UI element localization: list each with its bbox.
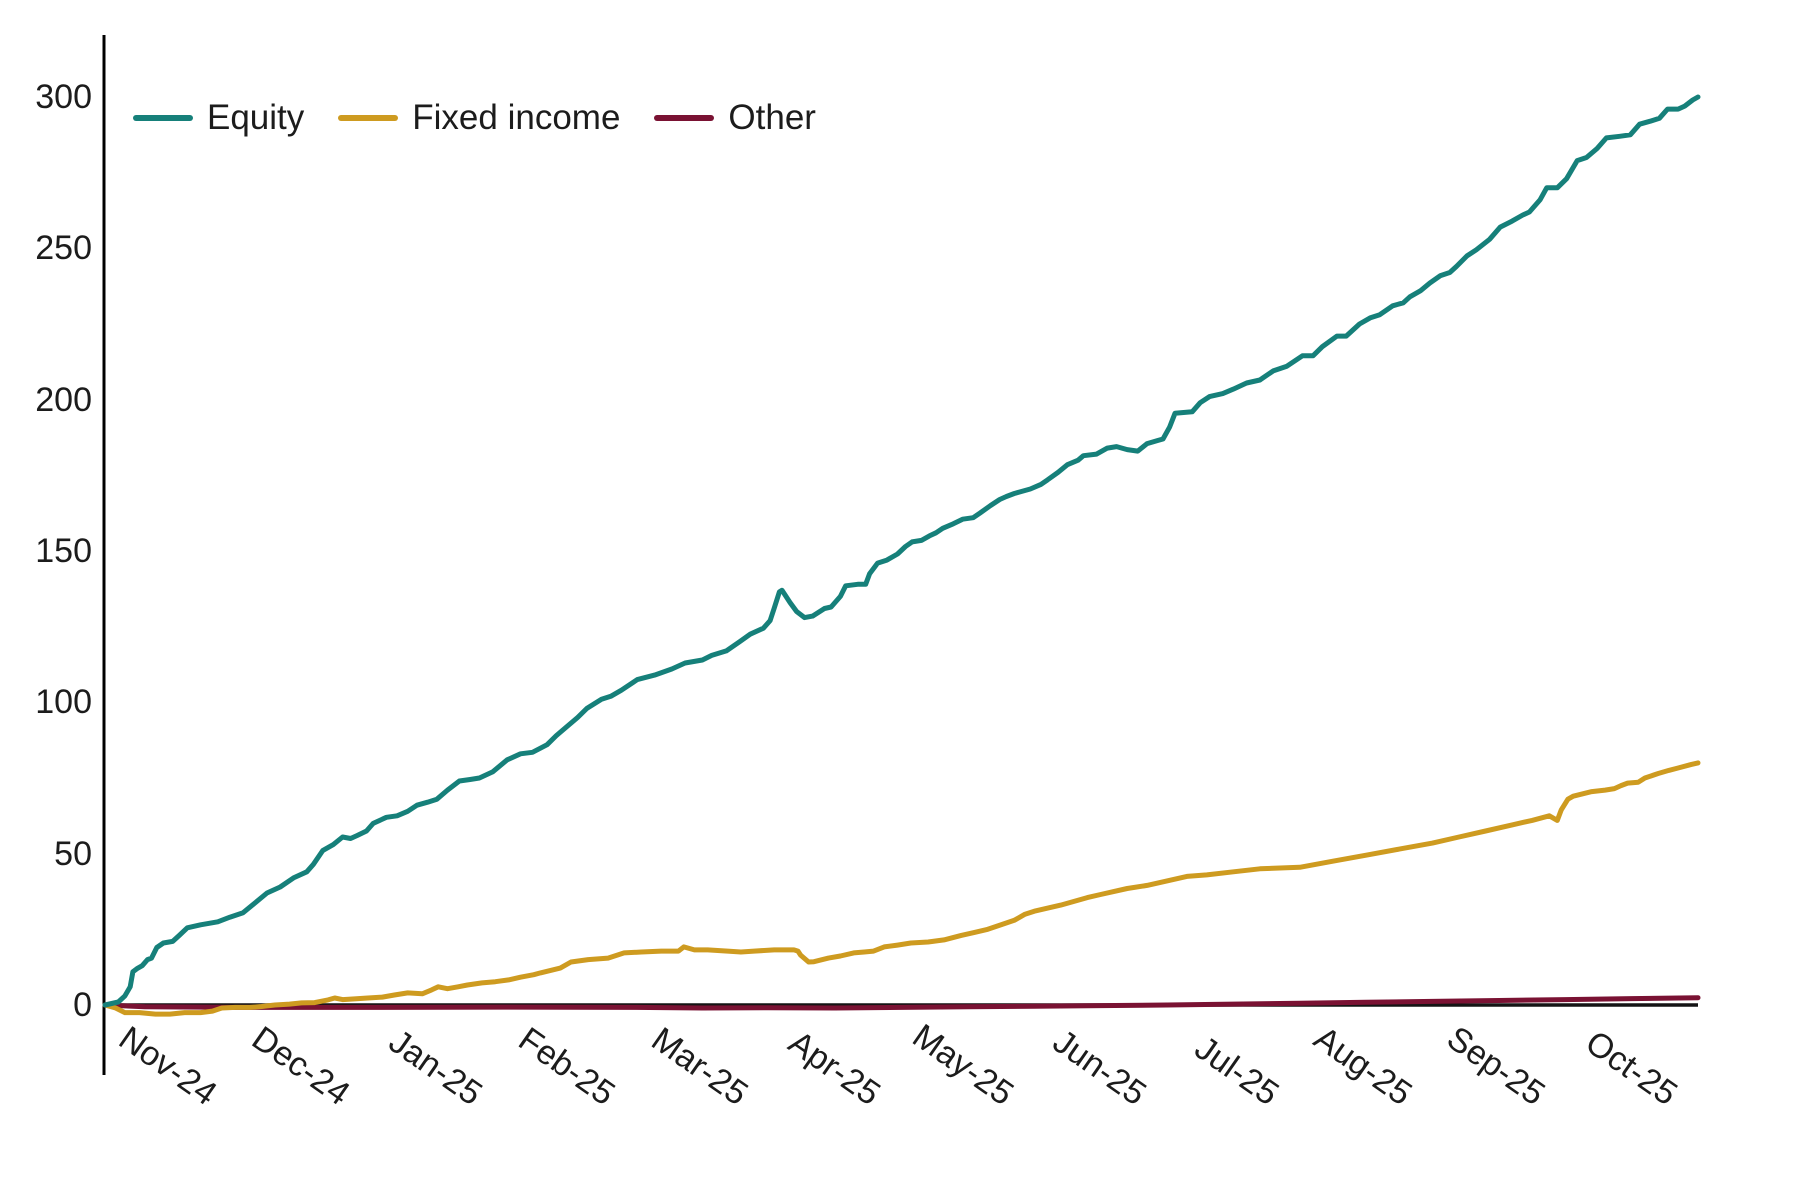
legend-label-other: Other (728, 98, 816, 137)
y-tick-label-250: 250 (35, 229, 92, 268)
legend: Equity Fixed income Other (133, 100, 816, 135)
legend-label-fixed-income: Fixed income (412, 98, 621, 137)
other-line-swatch-icon (654, 114, 715, 121)
legend-label-equity: Equity (207, 98, 305, 137)
equity-line-swatch-icon (133, 114, 193, 121)
legend-item-equity: Equity (133, 100, 304, 135)
y-tick-label-0: 0 (73, 986, 92, 1024)
legend-item-fixed-income: Fixed income (338, 100, 620, 135)
other-line (102, 995, 1701, 1011)
legend-item-other: Other (654, 100, 816, 135)
fixed-income-line-swatch-icon (338, 114, 399, 121)
y-tick-label-100: 100 (35, 683, 92, 722)
equity-line (102, 94, 1701, 1008)
y-tick-label-300: 300 (35, 78, 92, 116)
y-tick-label-200: 200 (35, 380, 92, 419)
y-tick-label-50: 50 (54, 834, 92, 873)
fixed-income-line (102, 760, 1701, 1017)
y-tick-label-150: 150 (35, 532, 92, 570)
